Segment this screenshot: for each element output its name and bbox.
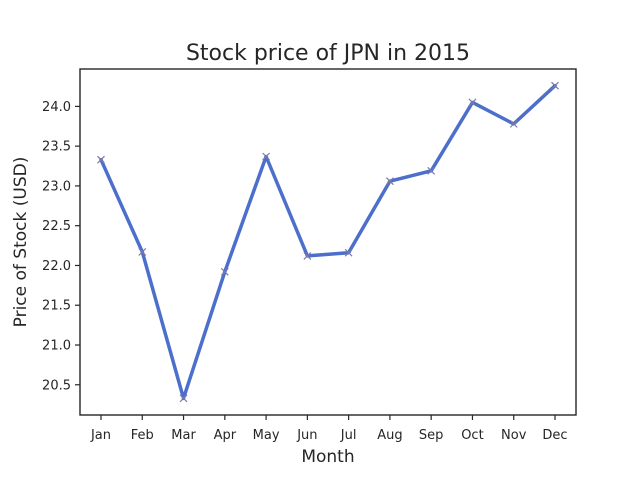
data-point-marker [344, 248, 353, 257]
x-tick-label: Mar [171, 428, 196, 443]
y-axis: 20.5 21.0 21.5 22.0 22.5 23.0 23.5 24.0 [42, 100, 80, 393]
marker-stroke [509, 119, 518, 128]
x-tick-label: Sep [419, 428, 444, 443]
data-point-marker [179, 394, 188, 403]
x-tick-label: Jan [90, 428, 111, 443]
y-tick-label: 24.0 [42, 100, 71, 115]
x-tick-label: Oct [461, 428, 483, 443]
data-point-marker [509, 119, 518, 128]
marker-stroke [179, 394, 188, 403]
chart-title: Stock price of JPN in 2015 [186, 41, 470, 66]
data-point-marker [551, 81, 559, 90]
data-point-marker [138, 248, 147, 256]
data-point-marker [385, 177, 394, 186]
x-tick-label: Apr [214, 428, 237, 443]
plot-frame [79, 68, 577, 416]
y-tick-label: 23.0 [42, 179, 71, 194]
marker-stroke [385, 177, 394, 186]
y-axis-label: Price of Stock (USD) [11, 157, 31, 328]
data-point-marker [427, 166, 436, 175]
x-axis-label: Month [301, 447, 354, 467]
y-tick-label: 20.5 [42, 378, 71, 393]
marker-stroke [262, 152, 271, 161]
y-tick-label: 23.5 [42, 140, 71, 155]
x-axis: Jan Feb Mar Apr May Jun Jul Aug Sep Oct Nov Dec [90, 415, 568, 443]
y-tick-label: 21.5 [42, 299, 71, 314]
series-group [97, 81, 559, 403]
marker-stroke [344, 248, 353, 257]
y-tick-label: 21.0 [42, 339, 71, 354]
y-tick-label: 22.0 [42, 259, 71, 274]
marker-stroke [551, 81, 559, 90]
x-tick-label: Jun [296, 428, 317, 443]
marker-stroke [303, 251, 312, 260]
x-tick-label: Jul [340, 428, 357, 443]
x-tick-label: Feb [131, 428, 154, 443]
x-tick-label: Aug [377, 428, 402, 443]
data-point-marker [97, 155, 105, 164]
marker-stroke [220, 267, 229, 276]
marker-stroke [427, 166, 436, 175]
marker-stroke [138, 248, 147, 256]
data-point-marker [303, 251, 312, 260]
marker-stroke [97, 155, 105, 164]
data-point-marker [468, 98, 477, 107]
data-point-marker [262, 152, 271, 161]
series-line [99, 83, 557, 401]
x-tick-label: Nov [501, 428, 527, 443]
marker-stroke [468, 98, 477, 107]
y-tick-label: 22.5 [42, 219, 71, 234]
x-tick-label: May [253, 428, 280, 443]
x-tick-label: Dec [542, 428, 567, 443]
data-point-marker [220, 267, 229, 276]
